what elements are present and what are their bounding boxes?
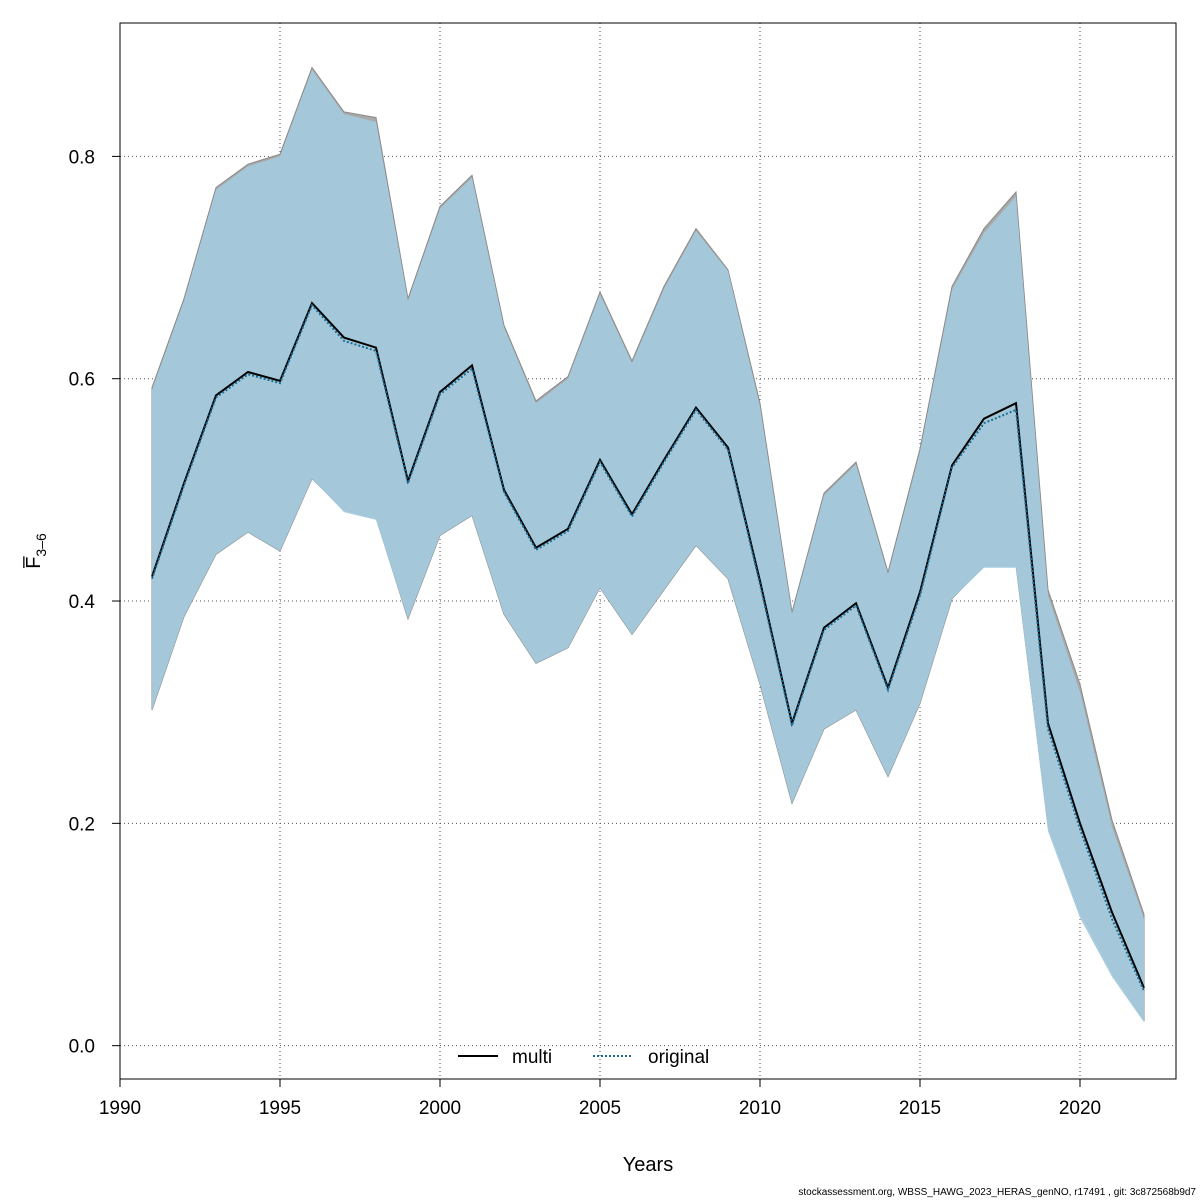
x-axis: 1990 1995 2000 2005 2010 2015 2020 — [99, 1078, 1101, 1119]
series-lines — [151, 301, 1145, 992]
y-tick-label: 0.6 — [69, 370, 95, 391]
y-axis-title: F̅3–6 — [22, 533, 49, 569]
y-tick-label: 0.4 — [69, 592, 96, 613]
y-tick-label: 0.0 — [69, 1037, 95, 1058]
legend: multi original — [458, 1047, 709, 1068]
footer-credit: stockassessment.org, WBSS_HAWG_2023_HERA… — [798, 1187, 1196, 1198]
x-tick-label: 2000 — [419, 1098, 461, 1119]
legend-label-original: original — [648, 1047, 709, 1068]
confidence-bands — [151, 66, 1145, 1023]
line-original — [151, 303, 1145, 992]
x-tick-label: 2005 — [579, 1098, 621, 1119]
x-tick-label: 2015 — [899, 1098, 941, 1119]
x-tick-label: 2010 — [739, 1098, 781, 1119]
y-axis: 0.0 0.2 0.4 0.6 0.8 — [69, 147, 121, 1058]
x-tick-label: 2020 — [1059, 1098, 1101, 1119]
x-tick-label: 1990 — [99, 1098, 141, 1119]
y-tick-label: 0.8 — [69, 147, 95, 168]
line-multi — [151, 301, 1145, 989]
y-tick-label: 0.2 — [69, 814, 95, 835]
x-axis-title: Years — [623, 1154, 673, 1176]
x-tick-label: 1995 — [259, 1098, 301, 1119]
band-original — [152, 69, 1144, 1023]
legend-label-multi: multi — [512, 1047, 552, 1068]
